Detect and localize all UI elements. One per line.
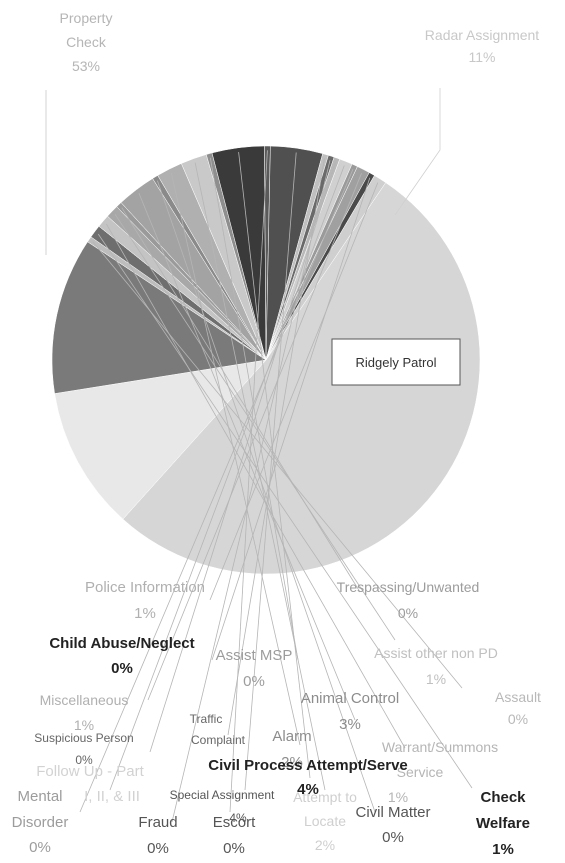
data-label-trespassing-unwanted-0: Trespassing/Unwanted <box>337 579 480 595</box>
data-label-value-miscellaneous: 1% <box>74 717 94 733</box>
data-label-property-check-0: Property <box>60 10 113 26</box>
leader-line-child-abuse-neglect <box>211 177 371 661</box>
data-label-value-radar-assignment: 11% <box>469 49 496 65</box>
data-label-value-assault: 0% <box>508 711 528 727</box>
leader-line-traffic-complaint <box>227 158 325 736</box>
data-label-value-fraud: 0% <box>147 840 169 857</box>
data-label-assist-msp-0: Assist MSP <box>216 647 293 664</box>
leader-line-check-welfare <box>97 233 473 789</box>
data-label-value-special-assignment: 4% <box>229 811 247 825</box>
data-label-value-animal-control: 3% <box>339 716 361 733</box>
data-label-assault-0: Assault <box>495 689 541 705</box>
pie-slice-property-check <box>122 182 481 575</box>
data-label-traffic-complaint-1: Complaint <box>191 733 246 747</box>
data-label-property-check-1: Check <box>66 34 107 50</box>
data-label-warrant-summons-service-1: Service <box>397 764 444 780</box>
leader-lines-layer <box>45 88 473 823</box>
leader-line-follow-up-part-i-ii-iii <box>109 165 345 791</box>
data-label-special-assignment-0: Special Assignment <box>170 788 275 802</box>
leader-line-mental-disorder <box>79 169 354 813</box>
data-label-civil-matter-0: Civil Matter <box>355 804 430 821</box>
data-label-animal-control-0: Animal Control <box>301 690 399 707</box>
center-badge-label: Ridgely Patrol <box>356 355 437 370</box>
data-label-value-suspicious-person: 0% <box>75 753 93 767</box>
data-label-value-warrant-summons-service: 1% <box>388 789 408 805</box>
data-label-attempt-to-locate-0: Attempt to <box>293 789 357 805</box>
leader-line-assist-msp <box>209 157 299 661</box>
data-label-fraud-0: Fraud <box>138 814 177 831</box>
data-label-value-property-check: 53% <box>72 58 100 74</box>
data-label-mental-disorder-1: Disorder <box>12 814 69 831</box>
data-label-value-escort: 0% <box>223 840 245 857</box>
leader-line-suspicious-person <box>149 161 336 753</box>
leader-line-police-information <box>209 182 379 601</box>
data-label-child-abuse-neglect-0: Child Abuse/Neglect <box>49 635 194 652</box>
leader-line-special-assignment <box>244 152 297 791</box>
leader-line-radar-assignment <box>394 88 441 216</box>
data-label-value-assist-other-non-pd: 1% <box>426 671 446 687</box>
data-label-value-civil-process-attempt-serve: 4% <box>297 781 319 798</box>
data-label-attempt-to-locate-1: Locate <box>304 813 346 829</box>
data-label-value-civil-matter: 0% <box>382 829 404 846</box>
leader-line-escort <box>229 150 268 813</box>
data-label-suspicious-person-0: Suspicious Person <box>34 731 133 745</box>
data-label-value-assist-msp: 0% <box>243 673 265 690</box>
center-badge-layer: Ridgely Patrol <box>331 338 461 386</box>
data-label-value-child-abuse-neglect: 0% <box>111 660 133 677</box>
data-label-value-attempt-to-locate: 2% <box>315 837 335 853</box>
data-label-escort-0: Escort <box>213 814 256 831</box>
leader-line-miscellaneous <box>147 173 362 701</box>
data-label-value-police-information: 1% <box>134 605 156 622</box>
leader-line-assault <box>92 241 463 689</box>
data-label-radar-assignment-0: Radar Assignment <box>425 27 540 43</box>
data-label-value-mental-disorder: 0% <box>29 839 51 856</box>
leader-line-fraud <box>171 160 331 823</box>
data-label-civil-process-attempt-serve-0: Civil Process Attempt/Serve <box>208 757 408 774</box>
data-label-follow-up-part-i-ii-iii-1: I, II, & III <box>84 788 140 805</box>
leader-line-trespassing-unwanted <box>121 207 361 593</box>
data-label-follow-up-part-i-ii-iii-0: Follow Up - Part <box>36 763 144 780</box>
data-label-check-welfare-1: Welfare <box>476 815 530 832</box>
data-label-check-welfare-0: Check <box>480 789 526 806</box>
center-badge-box <box>331 338 461 386</box>
data-label-miscellaneous-0: Miscellaneous <box>40 692 129 708</box>
data-label-assist-other-non-pd-0: Assist other non PD <box>374 645 498 661</box>
leader-line-assist-other-non-pd <box>114 214 396 641</box>
leader-line-civil-process-attempt-serve <box>238 152 311 779</box>
data-label-traffic-complaint-0: Traffic <box>190 712 223 726</box>
data-label-alarm-0: Alarm <box>272 728 311 745</box>
pie-slice-radar-assignment <box>54 359 267 520</box>
data-label-police-information-0: Police Information <box>85 579 205 596</box>
leader-line-civil-matter <box>157 180 376 813</box>
leader-line-alarm <box>170 172 301 746</box>
data-label-warrant-summons-service-0: Warrant/Summons <box>382 739 498 755</box>
data-label-value-check-welfare: 1% <box>492 841 514 858</box>
labels-layer: Property Check 53% Radar Assignment 11% Assau… <box>12 10 541 858</box>
data-label-value-alarm: 2% <box>281 754 303 771</box>
data-label-value-trespassing-unwanted: 0% <box>398 605 418 621</box>
data-label-mental-disorder-0: Mental <box>17 788 62 805</box>
